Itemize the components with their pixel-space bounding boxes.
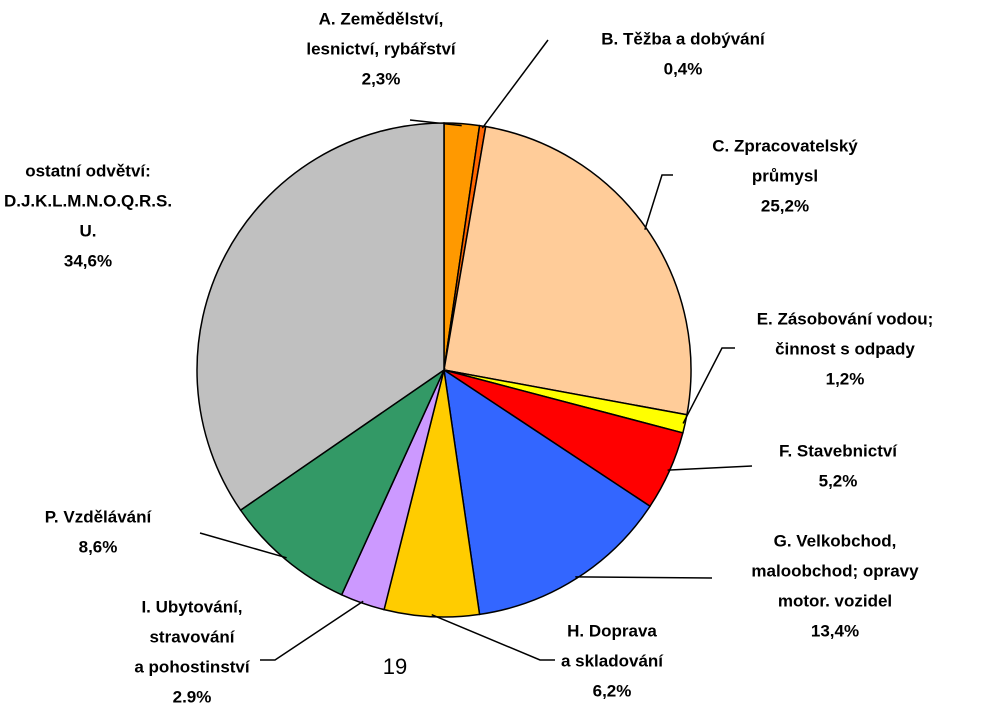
pie-slice bbox=[239, 367, 446, 596]
slice-label: lesnictví, rybářství bbox=[306, 39, 457, 58]
value-label: 8,6% bbox=[79, 537, 118, 556]
slice-label: B. Těžba a dobývání bbox=[601, 29, 766, 48]
value-label: 13,4% bbox=[811, 621, 859, 640]
value-label: 0,4% bbox=[664, 59, 703, 78]
value-label: 2.9% bbox=[173, 687, 212, 706]
slice-label: stravování bbox=[149, 627, 235, 646]
slice-label: G. Velkobchod, bbox=[774, 531, 897, 550]
slice-label: D.J.K.L.M.N.O.Q.R.S. bbox=[4, 191, 172, 210]
leader-line bbox=[431, 613, 555, 661]
leader-line bbox=[481, 39, 549, 129]
slice-label: motor. vozidel bbox=[778, 591, 892, 610]
pie-slice bbox=[196, 122, 445, 512]
slice-label: I. Ubytování, bbox=[141, 597, 242, 616]
leader-line bbox=[260, 600, 364, 661]
slice-label: činnost s odpady bbox=[775, 339, 915, 358]
value-label: 2,3% bbox=[362, 69, 401, 88]
value-label: 34,6% bbox=[64, 251, 112, 270]
slice-label: H. Doprava bbox=[567, 621, 657, 640]
slice-label: maloobchod; opravy bbox=[751, 561, 919, 580]
pie-slice bbox=[443, 368, 652, 616]
slice-label: a pohostinství bbox=[134, 657, 251, 676]
slice-label: C. Zpracovatelský bbox=[712, 136, 858, 155]
leader-line bbox=[644, 174, 673, 230]
value-label: 5,2% bbox=[819, 471, 858, 490]
slice-label: P. Vzdělávání bbox=[45, 507, 153, 526]
slice-label: průmysl bbox=[752, 166, 818, 185]
slice-label: F. Stavebnictví bbox=[779, 441, 898, 460]
value-label: 25,2% bbox=[761, 196, 809, 215]
slice-label: U. bbox=[80, 221, 97, 240]
leader-line bbox=[575, 576, 713, 579]
pie-slice bbox=[443, 125, 692, 416]
slice-label: ostatní odvětví: bbox=[25, 161, 151, 180]
slice-label: a skladování bbox=[561, 651, 664, 670]
leader-line bbox=[667, 465, 753, 471]
slice-label: A. Zemědělství, bbox=[319, 9, 444, 28]
page-number: 19 bbox=[383, 654, 407, 679]
leader-line bbox=[199, 532, 287, 559]
value-label: 1,2% bbox=[826, 369, 865, 388]
slice-label: E. Zásobování vodou; bbox=[757, 309, 934, 328]
value-label: 6,2% bbox=[593, 681, 632, 700]
leader-line bbox=[682, 347, 735, 424]
